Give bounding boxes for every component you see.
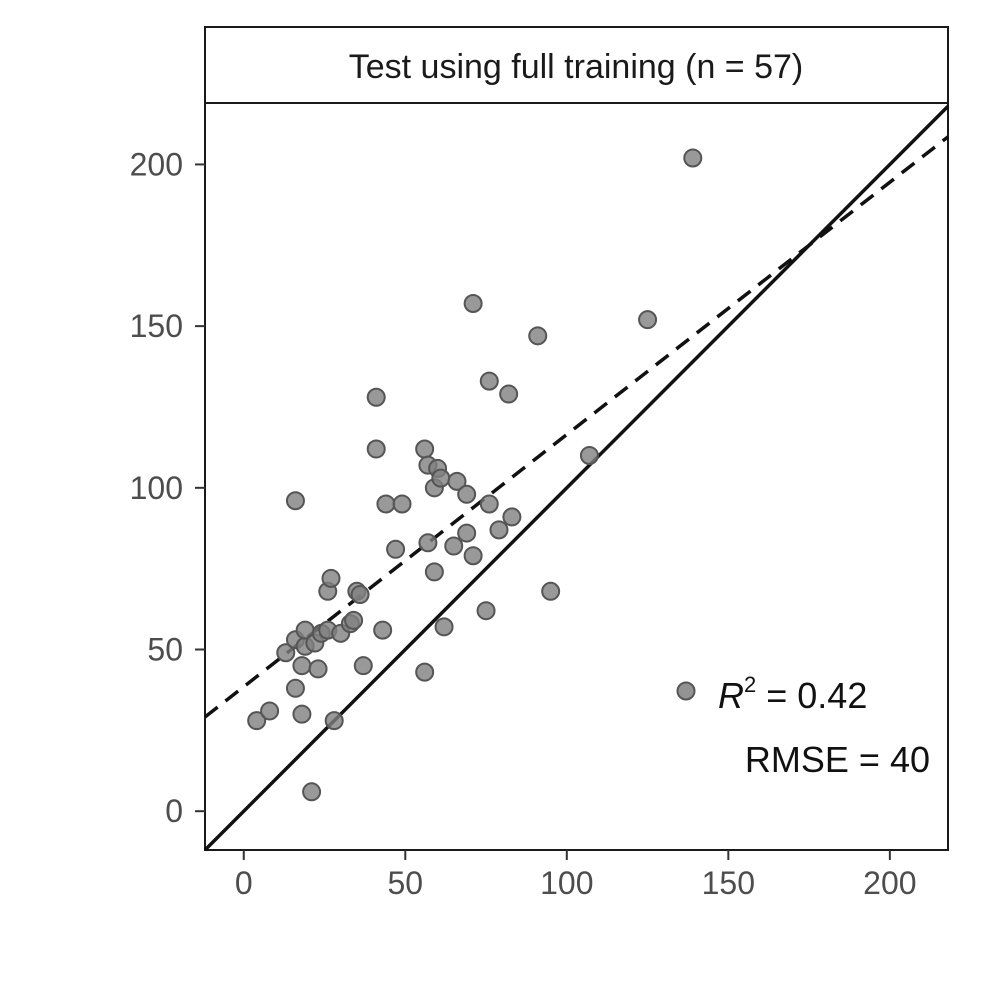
data-point (276, 643, 296, 663)
data-point (638, 310, 658, 330)
y-tick-label: 100 (130, 470, 183, 506)
data-point (479, 371, 499, 391)
x-tick-label: 100 (540, 865, 593, 901)
data-point (541, 581, 561, 601)
data-point (418, 533, 438, 553)
data-point (376, 494, 396, 514)
data-point (344, 610, 364, 630)
data-point (683, 148, 703, 168)
x-tick-label: 0 (235, 865, 253, 901)
data-point (285, 678, 305, 698)
data-point (366, 387, 386, 407)
y-tick-label: 150 (130, 308, 183, 344)
y-tick-label: 0 (165, 793, 183, 829)
data-point (499, 384, 519, 404)
data-point (321, 568, 341, 588)
regression-line (203, 135, 950, 719)
r-superscript: 2 (744, 672, 756, 697)
data-point (285, 491, 305, 511)
y-tick-label: 200 (130, 146, 183, 182)
r-symbol: R (718, 675, 744, 716)
data-point (479, 494, 499, 514)
y-tick-label: 50 (147, 632, 183, 668)
x-axis: 0 50 100 150 200 (235, 850, 917, 901)
data-point (324, 711, 344, 731)
data-point (447, 471, 467, 491)
rmse-annotation: RMSE = 40 (745, 739, 930, 780)
data-point (444, 536, 464, 556)
data-point (292, 704, 312, 724)
legend-point-marker (676, 681, 696, 701)
data-point (489, 520, 509, 540)
data-point (350, 585, 370, 605)
y-axis: 0 50 100 150 200 (130, 146, 205, 829)
data-point (457, 484, 477, 504)
data-point (366, 439, 386, 459)
data-point (415, 439, 435, 459)
r-squared-annotation: R2 = 0.42 (718, 672, 867, 716)
data-point (476, 601, 496, 621)
data-point (415, 662, 435, 682)
data-point (260, 701, 280, 721)
chart-title: Test using full training (n = 57) (349, 48, 804, 86)
x-tick-label: 200 (863, 865, 916, 901)
facet-strip (204, 26, 949, 104)
data-point (463, 546, 483, 566)
data-point (424, 562, 444, 582)
data-point (386, 539, 406, 559)
data-point (528, 326, 548, 346)
annotation-block: R2 = 0.42 RMSE = 40 (676, 672, 930, 780)
data-point (579, 445, 599, 465)
data-point (431, 468, 451, 488)
data-point (392, 494, 412, 514)
data-point (302, 782, 322, 802)
data-point (457, 523, 477, 543)
data-point (434, 617, 454, 637)
data-point (308, 659, 328, 679)
x-tick-label: 150 (702, 865, 755, 901)
data-point (463, 293, 483, 313)
points-layer (247, 148, 703, 802)
data-point (373, 620, 393, 640)
data-point (247, 711, 267, 731)
data-point (502, 507, 522, 527)
data-point (292, 656, 312, 676)
x-tick-label: 50 (387, 865, 423, 901)
data-point (353, 656, 373, 676)
r-value: = 0.42 (756, 675, 867, 716)
